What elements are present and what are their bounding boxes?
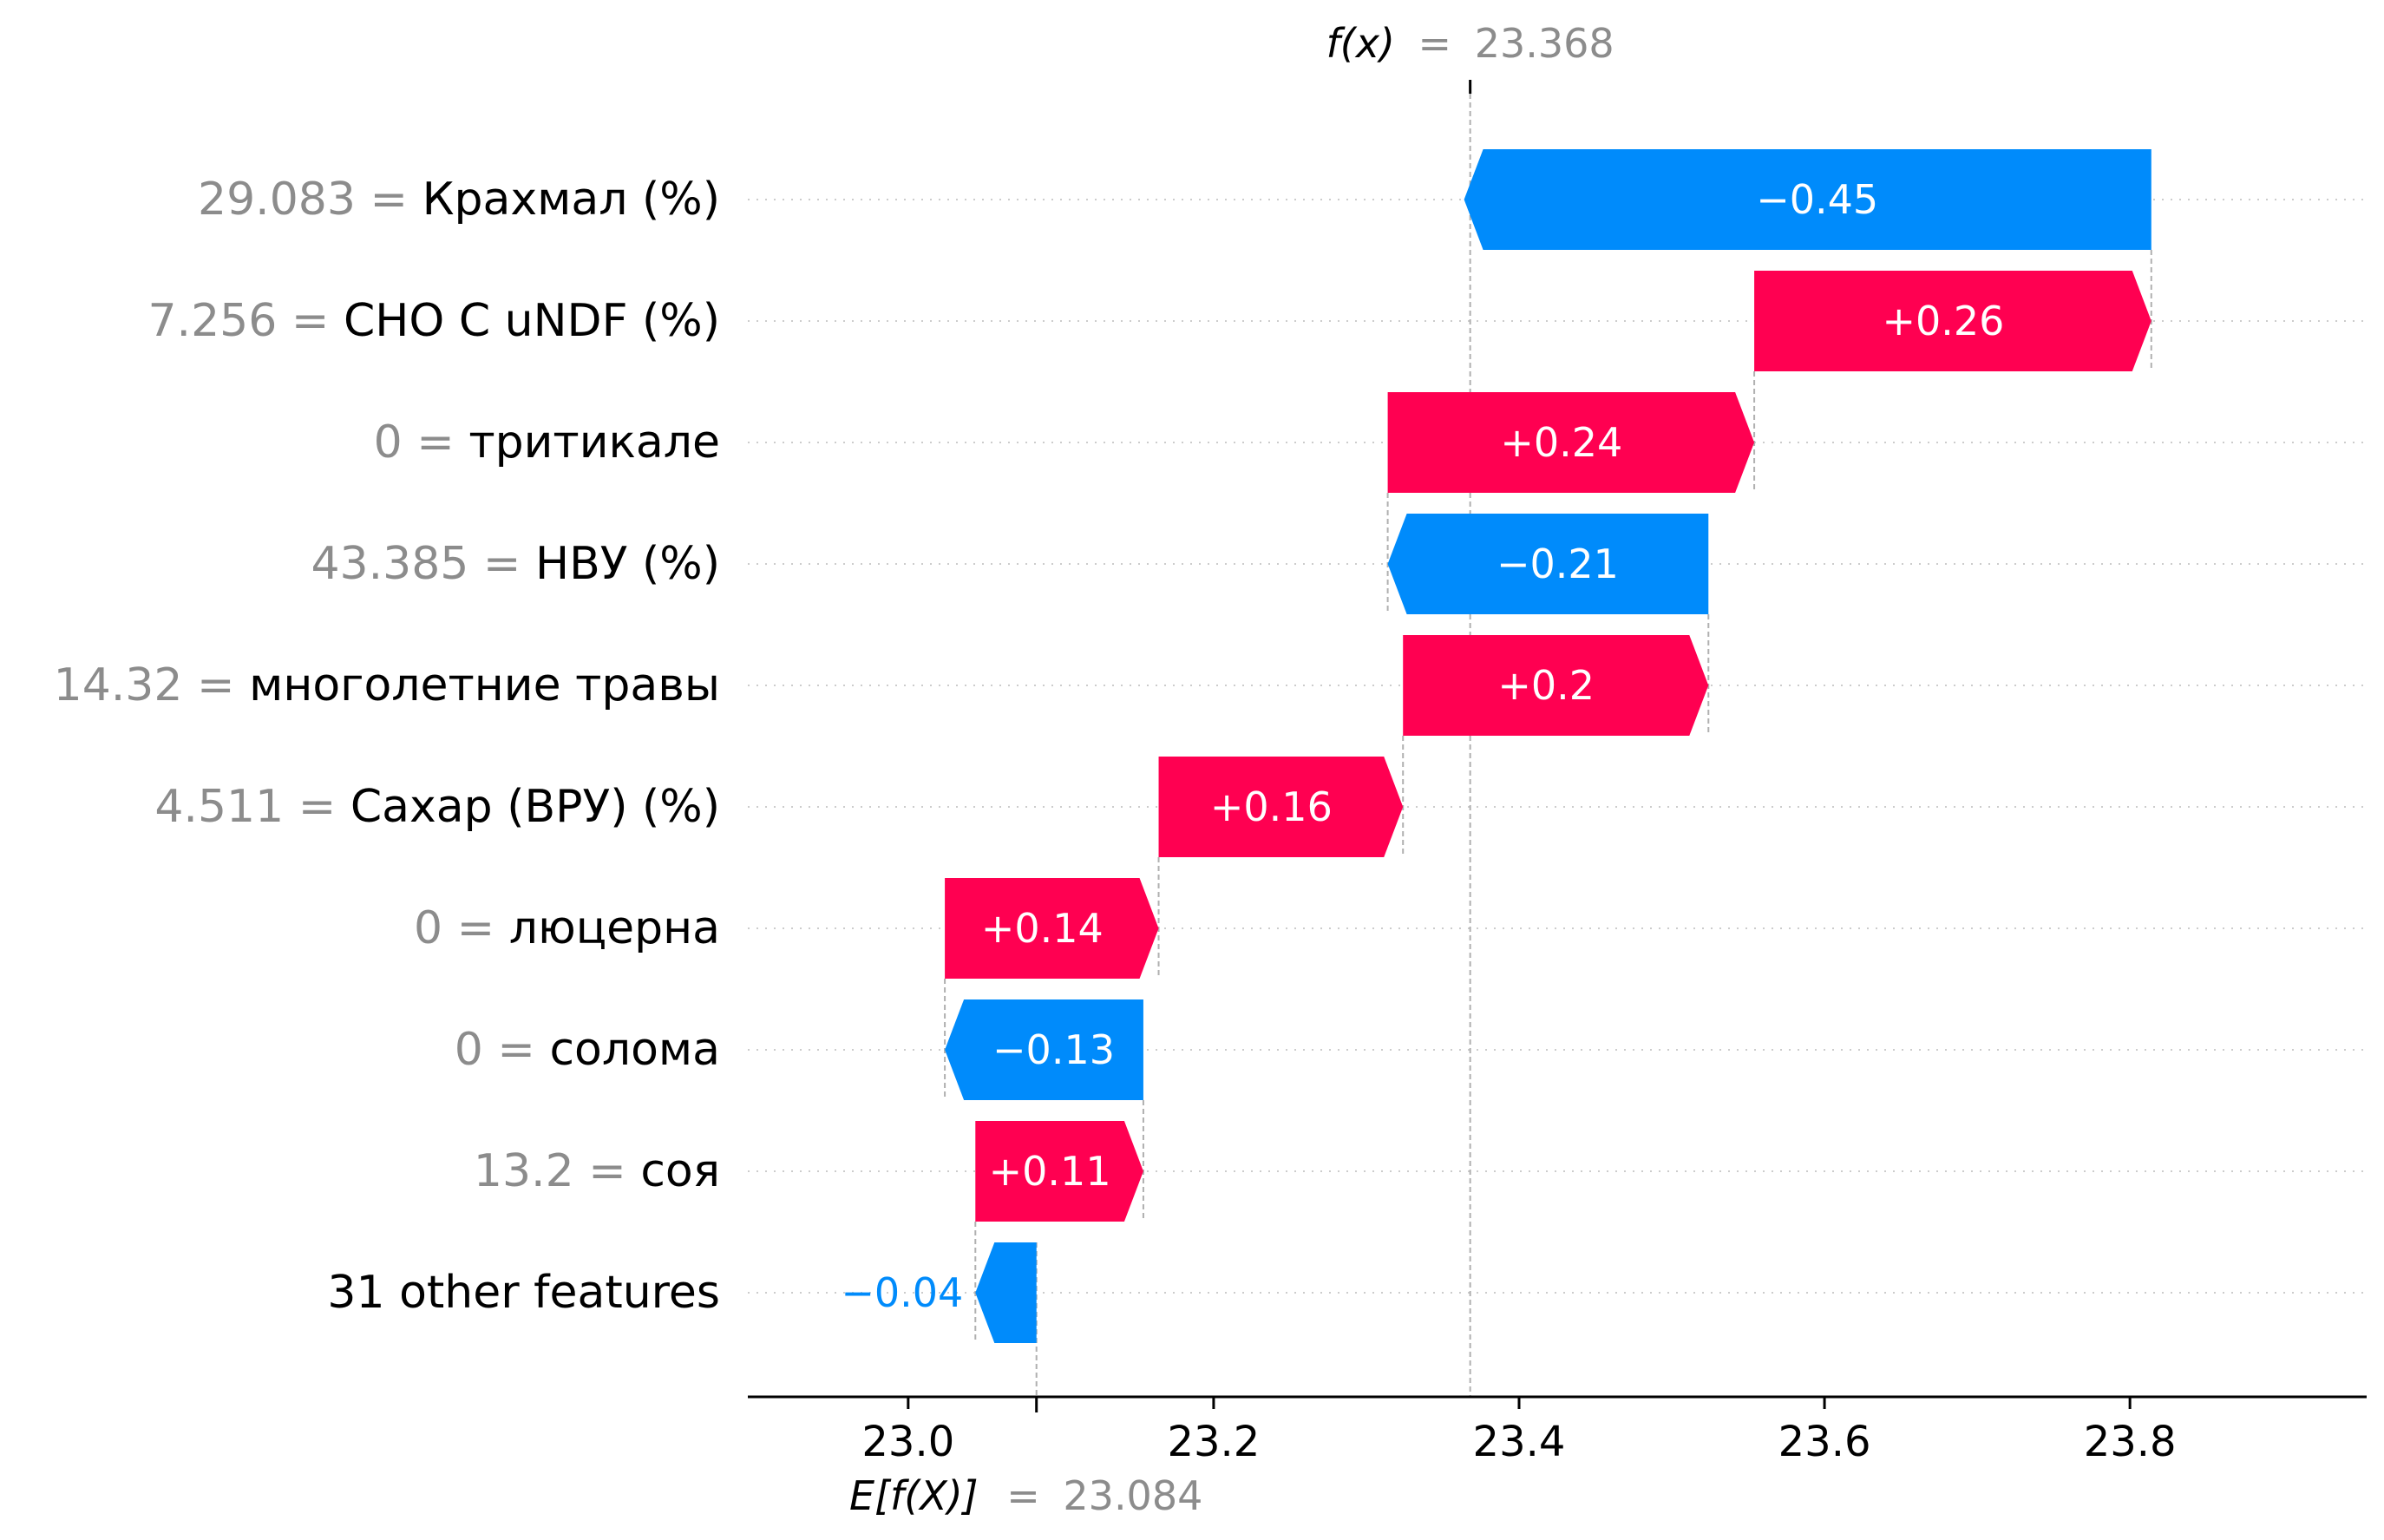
bar-value-label: +0.14	[981, 905, 1104, 952]
negative-bar	[1387, 514, 1709, 614]
x-tick-label: 23.6	[1778, 1418, 1871, 1466]
feature-value: 43.385 =	[311, 538, 535, 590]
positive-bar	[1387, 392, 1755, 493]
bar-value-label: −0.04	[841, 1269, 963, 1316]
bar-value-label: −0.13	[992, 1026, 1115, 1073]
fx-value: 23.368	[1475, 20, 1614, 67]
x-tick-label: 23.2	[1167, 1418, 1260, 1466]
feature-value: 13.2 =	[474, 1145, 640, 1197]
fx-equals: =	[1418, 20, 1452, 67]
negative-bar	[1464, 149, 2151, 250]
bar-value-label: +0.11	[989, 1148, 1111, 1195]
bar-value-label: +0.2	[1497, 662, 1595, 709]
positive-bar	[1403, 635, 1709, 736]
bar-value-label: +0.16	[1210, 783, 1333, 830]
contribution-bars: −0.45 +0.26 +0.24 −0.21 +0.2 +0.16 +0.14 −0.13 +…	[841, 149, 2151, 1343]
feature-name: НВУ (%)	[535, 538, 720, 590]
feature-name: солома	[549, 1024, 720, 1076]
feature-label: 43.385 = НВУ (%)	[311, 538, 720, 590]
feature-label: 4.511 = Сахар (ВРУ) (%)	[154, 781, 720, 833]
base-value-annotation: E[f(X)] = 23.084	[849, 1472, 1202, 1519]
feature-label: 13.2 = соя	[474, 1145, 720, 1197]
negative-bar	[945, 999, 1143, 1100]
feature-name: тритикале	[468, 416, 720, 469]
feature-name: соя	[640, 1145, 720, 1197]
bar-value-label: −0.45	[1756, 176, 1878, 223]
feature-labels: 29.083 = Крахмал (%) 7.256 = CHO C uNDF (…	[54, 174, 720, 1319]
base-symbol: E[f(X)]	[849, 1472, 979, 1519]
negative-bar	[975, 1242, 1037, 1343]
feature-value: 0 =	[374, 416, 469, 469]
feature-value: 0 =	[455, 1024, 550, 1076]
connector-lines	[944, 80, 2152, 1412]
feature-value: 29.083 =	[198, 174, 422, 226]
x-tick-label: 23.8	[2084, 1418, 2177, 1466]
bar-value-label: +0.26	[1882, 298, 2004, 344]
fx-annotation: f(x) = 23.368	[1326, 20, 1614, 67]
feature-value: 4.511 =	[154, 781, 350, 833]
x-axis-ticks: 23.0 23.2 23.4 23.6 23.8	[861, 1397, 2177, 1466]
positive-bar	[1158, 757, 1404, 857]
feature-label: 0 = тритикале	[374, 416, 720, 469]
positive-bar	[1754, 271, 2151, 371]
base-value: 23.084	[1063, 1472, 1202, 1519]
x-tick-label: 23.4	[1473, 1418, 1566, 1466]
feature-name: Сахар (ВРУ) (%)	[350, 781, 720, 833]
base-equals: =	[1006, 1472, 1040, 1519]
feature-label: 0 = солома	[455, 1024, 720, 1076]
feature-label: 7.256 = CHO C uNDF (%)	[147, 295, 720, 347]
positive-bar	[975, 1121, 1143, 1222]
feature-name: многолетние травы	[249, 659, 720, 711]
fx-symbol: f(x)	[1326, 20, 1395, 67]
feature-label: 14.32 = многолетние травы	[54, 659, 720, 711]
feature-name: Крахмал (%)	[422, 174, 720, 226]
x-tick-label: 23.0	[861, 1418, 954, 1466]
feature-name: CHO C uNDF (%)	[344, 295, 720, 347]
feature-name: 31 other features	[327, 1267, 720, 1319]
feature-value: 7.256 =	[147, 295, 344, 347]
x-axis: 23.0 23.2 23.4 23.6 23.8	[748, 1395, 2367, 1466]
feature-value: 14.32 =	[54, 659, 250, 711]
feature-name: люцерна	[509, 902, 720, 954]
bar-value-label: −0.21	[1497, 541, 1619, 587]
feature-value: 0 =	[414, 902, 509, 954]
feature-label: 29.083 = Крахмал (%)	[198, 174, 720, 226]
positive-bar	[945, 878, 1159, 979]
feature-label: 0 = люцерна	[414, 902, 720, 954]
feature-label: 31 other features	[327, 1267, 720, 1319]
bar-value-label: +0.24	[1500, 419, 1622, 466]
